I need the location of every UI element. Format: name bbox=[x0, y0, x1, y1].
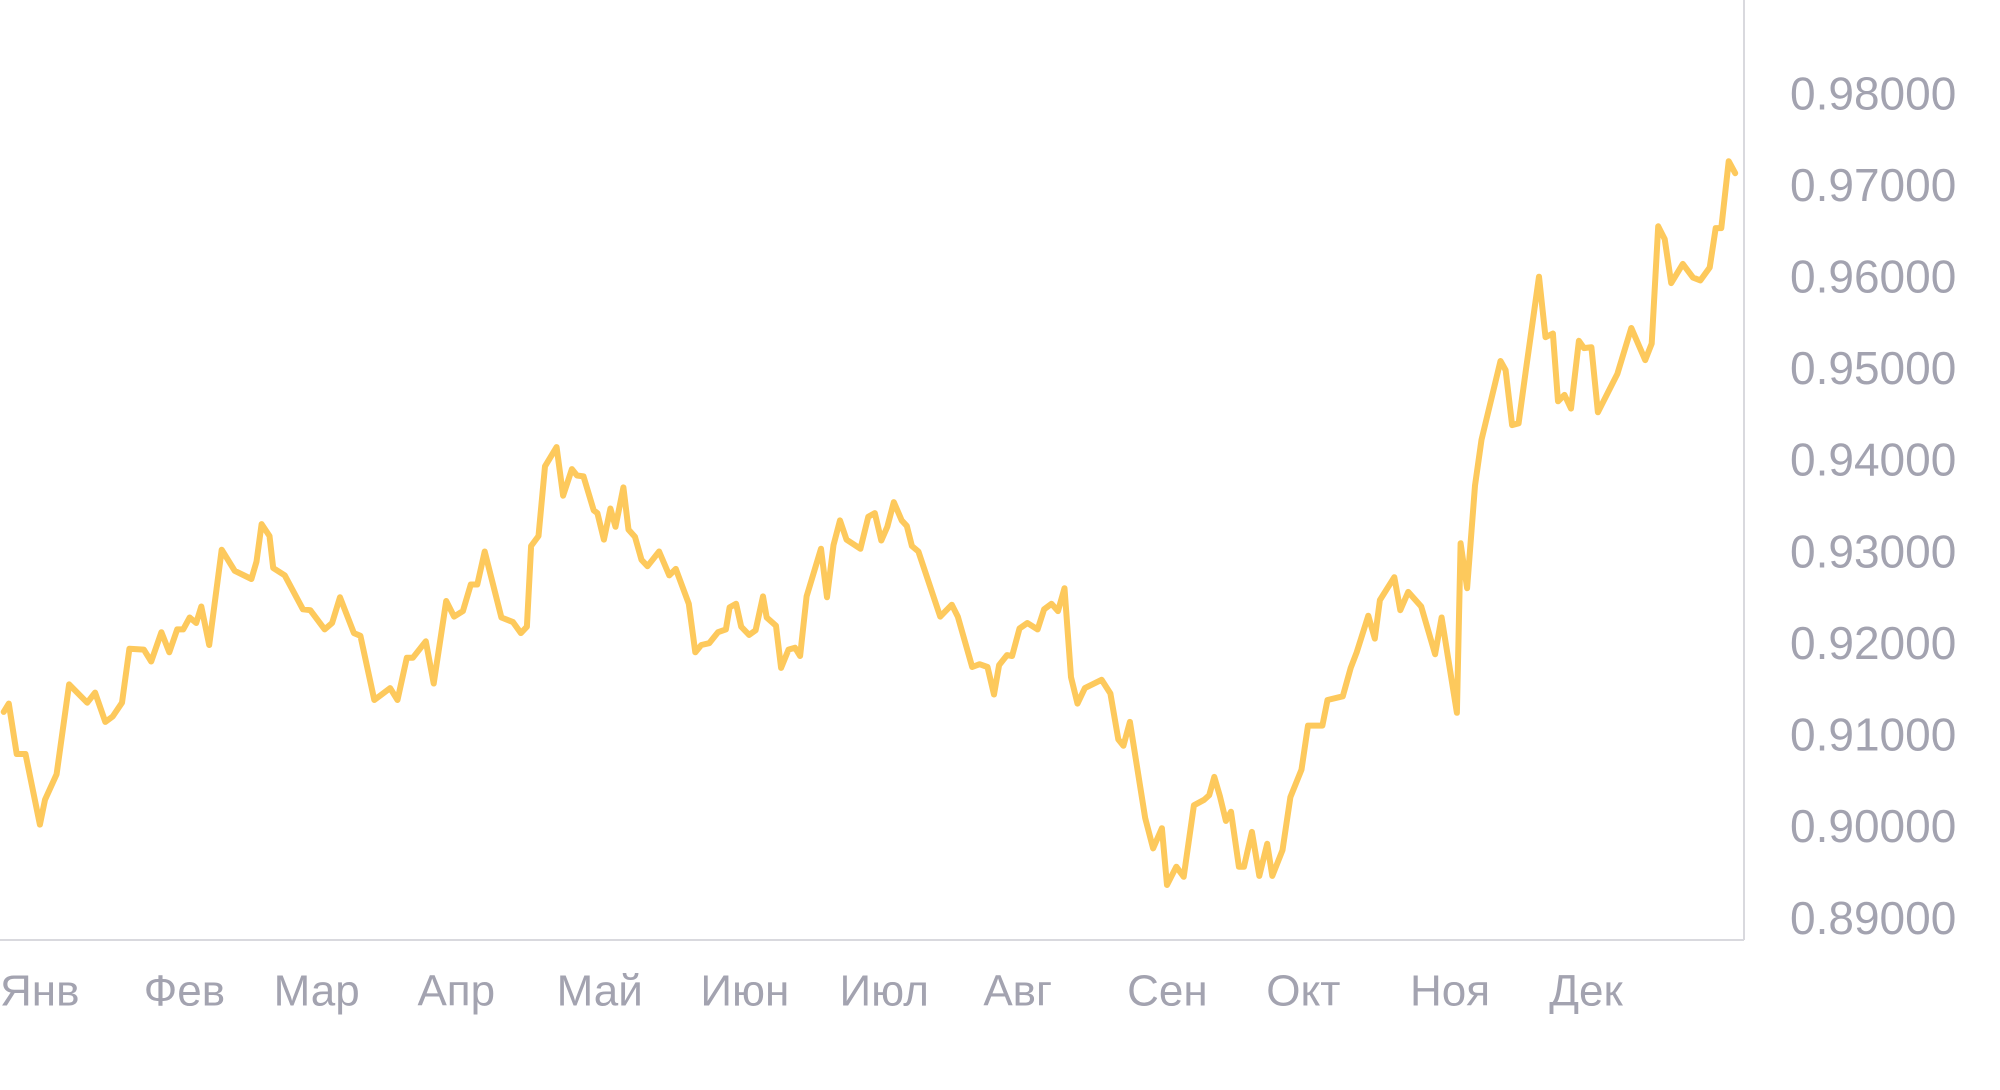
x-tick-label: Дек bbox=[1549, 967, 1623, 1016]
y-tick-label: 0.90000 bbox=[1790, 800, 1956, 852]
y-tick-label: 0.93000 bbox=[1790, 525, 1956, 577]
x-tick-label: Мар bbox=[274, 967, 360, 1016]
x-tick-label: Июл bbox=[840, 967, 929, 1016]
y-tick-label: 0.96000 bbox=[1790, 251, 1956, 303]
x-tick-label: Янв bbox=[0, 967, 79, 1016]
y-tick-label: 0.91000 bbox=[1790, 709, 1956, 761]
y-tick-label: 0.97000 bbox=[1790, 159, 1956, 211]
x-tick-label: Ноя bbox=[1410, 967, 1490, 1016]
x-tick-label: Июн bbox=[700, 967, 789, 1016]
y-tick-label: 0.98000 bbox=[1790, 67, 1956, 119]
price-line bbox=[0, 158, 1739, 888]
x-tick-label: Апр bbox=[417, 967, 495, 1016]
y-tick-label: 0.94000 bbox=[1790, 434, 1956, 486]
x-tick-label: Сен bbox=[1127, 967, 1208, 1016]
y-tick-label: 0.92000 bbox=[1790, 617, 1956, 669]
y-tick-label: 0.89000 bbox=[1790, 892, 1956, 944]
x-tick-label: Авг bbox=[983, 967, 1052, 1016]
x-tick-label: Окт bbox=[1266, 967, 1340, 1016]
x-tick-label: Фев bbox=[144, 967, 225, 1016]
y-tick-label: 0.95000 bbox=[1790, 342, 1956, 394]
x-tick-label: Май bbox=[557, 967, 643, 1016]
